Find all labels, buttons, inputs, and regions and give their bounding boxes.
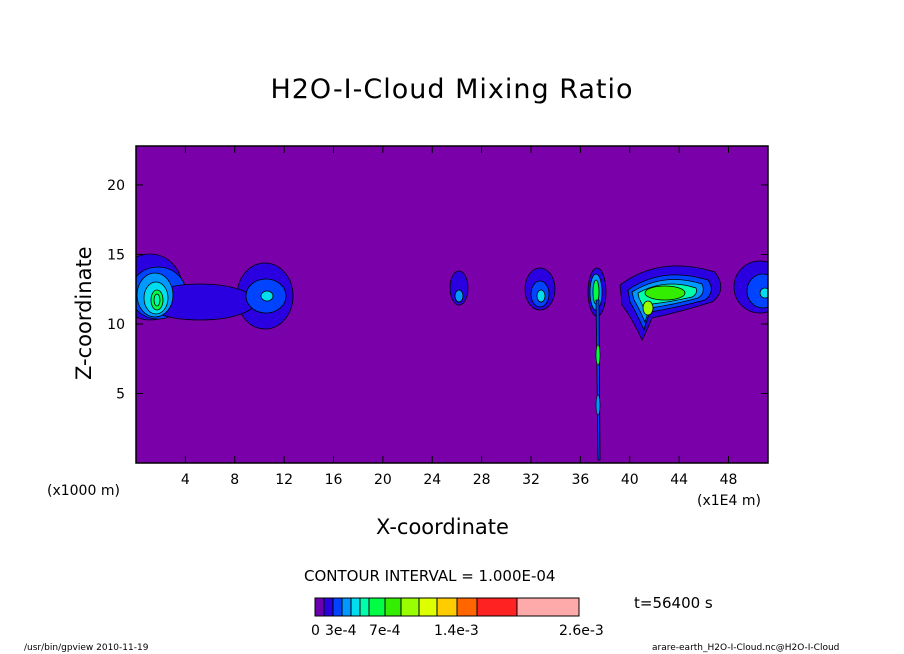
- colorbar-swatch-6: [368, 597, 386, 617]
- contour-region: [644, 285, 686, 301]
- plot-frame: [135, 145, 769, 464]
- colorbar-swatch-1: [323, 597, 334, 617]
- y-tick-label-20: 20: [107, 178, 125, 194]
- x-tick-label-48: 48: [720, 472, 738, 488]
- y-axis-ticks: 5 10 15 20: [107, 178, 768, 402]
- colorbar-label-1: 3e-4: [325, 623, 357, 639]
- x-tick-label-36: 36: [571, 472, 589, 488]
- contour-region: [759, 287, 768, 299]
- contour-region: [595, 344, 601, 366]
- x-tick-label-20: 20: [374, 472, 392, 488]
- contour-region: [642, 300, 654, 316]
- colorbar-swatch-7: [384, 597, 402, 617]
- contour-region: [746, 273, 768, 309]
- colorbar-swatch-3: [341, 597, 352, 617]
- colorbar-swatch-13: [516, 597, 580, 617]
- colorbar-swatch-9: [418, 597, 438, 617]
- colorbar-label-2: 7e-4: [369, 623, 401, 639]
- colorbar-label-3: 1.4e-3: [434, 623, 479, 639]
- contour-region: [449, 270, 469, 306]
- colorbar-swatch-0: [314, 597, 325, 617]
- contour-region: [536, 289, 546, 303]
- colorbar-swatch-2: [332, 597, 343, 617]
- footer-right: arare-earth_H2O-I-Cloud.nc@H2O-I-Cloud: [652, 643, 840, 653]
- contour-fills: [136, 253, 768, 461]
- colorbar-label-4: 2.6e-3: [559, 623, 604, 639]
- colorbar-swatch-5: [359, 597, 370, 617]
- x-tick-label-32: 32: [522, 472, 540, 488]
- y-axis-label: Z-coordinate: [72, 246, 96, 380]
- x-tick-label-28: 28: [473, 472, 491, 488]
- colorbar-swatch-11: [456, 597, 478, 617]
- x-tick-label-24: 24: [423, 472, 441, 488]
- colorbar-swatch-12: [476, 597, 518, 617]
- contour-interval-text: CONTOUR INTERVAL = 1.000E-04: [304, 567, 556, 585]
- x-tick-label-40: 40: [621, 472, 639, 488]
- footer-left: /usr/bin/gpview 2010-11-19: [24, 643, 149, 653]
- colorbar-label-0: 0: [311, 623, 320, 639]
- y-tick-label-15: 15: [107, 247, 125, 263]
- contour-region: [595, 394, 601, 416]
- x-tick-label-16: 16: [325, 472, 343, 488]
- colorbar-swatch-8: [400, 597, 420, 617]
- time-label: t=56400 s: [634, 594, 713, 612]
- contour-region: [153, 293, 161, 307]
- chart-title: H2O-I-Cloud Mixing Ratio: [270, 74, 634, 105]
- y-tick-label-10: 10: [107, 317, 125, 333]
- x-unit-label-left: (x1000 m): [47, 483, 120, 499]
- colorbar: [314, 597, 580, 617]
- x-tick-label-12: 12: [275, 472, 293, 488]
- colorbar-swatch-10: [436, 597, 458, 617]
- x-unit-label-right: (x1E4 m): [697, 493, 761, 509]
- x-axis-ticks: 4 8 12 16 20 24 28 32 36 40 44 48: [181, 146, 738, 488]
- y-tick-label-5: 5: [116, 386, 125, 402]
- x-tick-label-4: 4: [181, 472, 190, 488]
- colorbar-swatch-4: [350, 597, 361, 617]
- x-tick-label-8: 8: [230, 472, 239, 488]
- contour-region: [260, 290, 274, 302]
- contour-region: [454, 289, 464, 303]
- x-tick-label-44: 44: [670, 472, 688, 488]
- x-axis-label: X-coordinate: [376, 515, 509, 539]
